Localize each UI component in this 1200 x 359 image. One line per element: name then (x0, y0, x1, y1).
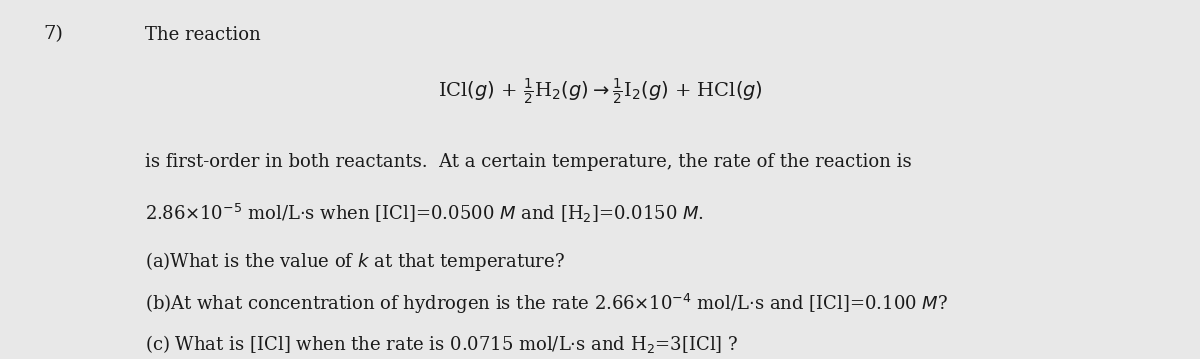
Text: ICl$(g)$ + $\frac{1}{2}$H$_2(g)$$\rightarrow$$\frac{1}{2}$I$_2(g)$ + HCl$(g)$: ICl$(g)$ + $\frac{1}{2}$H$_2(g)$$\righta… (438, 77, 762, 107)
Text: is first-order in both reactants.  At a certain temperature, the rate of the rea: is first-order in both reactants. At a c… (145, 153, 912, 171)
Text: (b)At what concentration of hydrogen is the rate 2.66$\times$10$^{-4}$ mol/L$\cd: (b)At what concentration of hydrogen is … (145, 292, 948, 316)
Text: The reaction: The reaction (145, 25, 260, 43)
Text: (c) What is [ICl] when the rate is 0.0715 mol/L$\cdot$s and H$_2$=3[ICl] ?: (c) What is [ICl] when the rate is 0.071… (145, 333, 738, 355)
Text: 7): 7) (43, 25, 64, 43)
Text: 2.86$\times$10$^{-5}$ mol/L$\cdot$s when [ICl]=0.0500 $M$ and [H$_2$]=0.0150 $M$: 2.86$\times$10$^{-5}$ mol/L$\cdot$s when… (145, 202, 704, 225)
Text: (a)What is the value of $k$ at that temperature?: (a)What is the value of $k$ at that temp… (145, 250, 565, 273)
